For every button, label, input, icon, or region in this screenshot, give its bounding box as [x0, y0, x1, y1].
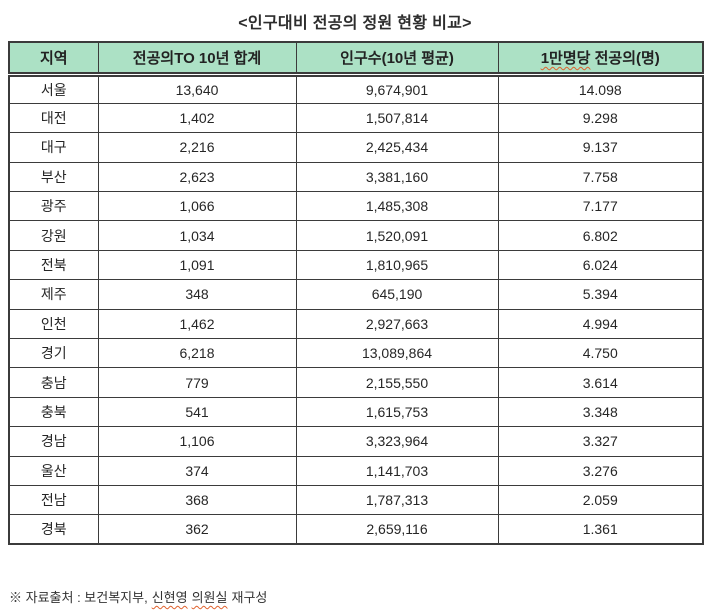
cell-population: 645,190	[295, 279, 499, 310]
cell-quota-total: 348	[97, 279, 297, 310]
cell-population: 2,659,116	[295, 514, 499, 545]
cell-per-10k: 4.750	[497, 338, 704, 369]
table-row: 전남 368 1,787,313 2.059	[8, 484, 704, 516]
cell-per-10k: 6.802	[497, 220, 704, 251]
cell-quota-total: 374	[97, 455, 297, 486]
table-row: 대구 2,216 2,425,434 9.137	[8, 132, 704, 163]
cell-quota-total: 1,402	[97, 102, 297, 134]
cell-quota-total: 541	[97, 396, 297, 428]
cell-quota-total: 1,106	[97, 426, 297, 457]
cell-region: 울산	[8, 455, 99, 486]
residents-per-population-table: 지역 전공의TO 10년 합계 인구수(10년 평균) 1만명당 전공의(명) …	[8, 41, 704, 546]
cell-per-10k: 3.276	[497, 455, 704, 486]
table-row: 서울 13,640 9,674,901 14.098	[8, 73, 704, 104]
cell-population: 1,787,313	[295, 484, 499, 516]
cell-population: 2,155,550	[295, 367, 499, 398]
table-row: 제주 348 645,190 5.394	[8, 279, 704, 310]
source-footnote-prefix: ※ 자료출처 : 보건복지부,	[9, 590, 148, 605]
cell-region: 경기	[8, 338, 99, 369]
cell-population: 2,425,434	[295, 132, 499, 163]
cell-quota-total: 2,216	[97, 132, 297, 163]
cell-region: 강원	[8, 220, 99, 251]
cell-population: 1,507,814	[295, 102, 499, 134]
table-row: 전북 1,091 1,810,965 6.024	[8, 249, 704, 281]
cell-population: 3,381,160	[295, 161, 499, 193]
cell-quota-total: 1,462	[97, 308, 297, 340]
cell-region: 경북	[8, 514, 99, 545]
cell-population: 9,674,901	[295, 73, 499, 104]
cell-region: 제주	[8, 279, 99, 310]
cell-population: 3,323,964	[295, 426, 499, 457]
cell-population: 1,810,965	[295, 249, 499, 281]
table-row: 충남 779 2,155,550 3.614	[8, 367, 704, 398]
cell-region: 충북	[8, 396, 99, 428]
misspelled-word: 신현영	[151, 590, 188, 605]
table-row: 인천 1,462 2,927,663 4.994	[8, 308, 704, 340]
table-row: 경북 362 2,659,116 1.361	[8, 514, 704, 545]
table-title: <인구대비 전공의 정원 현황 비교>	[238, 15, 472, 32]
table-row: 강원 1,034 1,520,091 6.802	[8, 220, 704, 251]
cell-per-10k: 7.177	[497, 191, 704, 222]
cell-quota-total: 779	[97, 367, 297, 398]
source-footnote: ※ 자료출처 : 보건복지부, 신현영 의원실 재구성	[9, 587, 267, 606]
cell-region: 대구	[8, 132, 99, 163]
cell-region: 대전	[8, 102, 99, 134]
misspelled-word: 의원실	[191, 590, 228, 605]
cell-per-10k: 7.758	[497, 161, 704, 193]
cell-quota-total: 2,623	[97, 161, 297, 193]
cell-region: 인천	[8, 308, 99, 340]
cell-quota-total: 1,091	[97, 249, 297, 281]
cell-population: 2,927,663	[295, 308, 499, 340]
cell-per-10k: 3.327	[497, 426, 704, 457]
cell-quota-total: 1,066	[97, 191, 297, 222]
cell-region: 서울	[8, 73, 99, 104]
cell-per-10k: 3.348	[497, 396, 704, 428]
table-row: 부산 2,623 3,381,160 7.758	[8, 161, 704, 193]
table-row: 울산 374 1,141,703 3.276	[8, 455, 704, 486]
column-header-population: 인구수(10년 평균)	[295, 41, 499, 77]
table-row: 광주 1,066 1,485,308 7.177	[8, 191, 704, 222]
cell-quota-total: 362	[97, 514, 297, 545]
column-header-quota-total: 전공의TO 10년 합계	[97, 41, 297, 77]
cell-region: 충남	[8, 367, 99, 398]
cell-quota-total: 1,034	[97, 220, 297, 251]
cell-quota-total: 368	[97, 484, 297, 516]
misspelled-word: 1만명당	[540, 49, 591, 67]
cell-population: 1,141,703	[295, 455, 499, 486]
cell-per-10k: 2.059	[497, 484, 704, 516]
cell-population: 1,520,091	[295, 220, 499, 251]
column-header-region: 지역	[8, 41, 99, 77]
column-header-per-10k-rest: 전공의(명)	[590, 49, 660, 67]
source-footnote-suffix: 재구성	[231, 590, 268, 605]
cell-region: 광주	[8, 191, 99, 222]
column-header-per-10k: 1만명당 전공의(명)	[497, 41, 704, 77]
cell-region: 전북	[8, 249, 99, 281]
cell-population: 13,089,864	[295, 338, 499, 369]
table-row: 경기 6,218 13,089,864 4.750	[8, 338, 704, 369]
cell-quota-total: 6,218	[97, 338, 297, 369]
cell-region: 경남	[8, 426, 99, 457]
cell-population: 1,615,753	[295, 396, 499, 428]
cell-per-10k: 5.394	[497, 279, 704, 310]
cell-quota-total: 13,640	[97, 73, 297, 104]
cell-per-10k: 4.994	[497, 308, 704, 340]
table-row: 경남 1,106 3,323,964 3.327	[8, 426, 704, 457]
cell-per-10k: 3.614	[497, 367, 704, 398]
cell-per-10k: 9.298	[497, 102, 704, 134]
cell-region: 전남	[8, 484, 99, 516]
header-row: 지역 전공의TO 10년 합계 인구수(10년 평균) 1만명당 전공의(명)	[8, 41, 704, 77]
cell-population: 1,485,308	[295, 191, 499, 222]
table-row: 충북 541 1,615,753 3.348	[8, 396, 704, 428]
cell-region: 부산	[8, 161, 99, 193]
cell-per-10k: 6.024	[497, 249, 704, 281]
cell-per-10k: 1.361	[497, 514, 704, 545]
table-row: 대전 1,402 1,507,814 9.298	[8, 102, 704, 134]
cell-per-10k: 9.137	[497, 132, 704, 163]
cell-per-10k: 14.098	[497, 73, 704, 104]
